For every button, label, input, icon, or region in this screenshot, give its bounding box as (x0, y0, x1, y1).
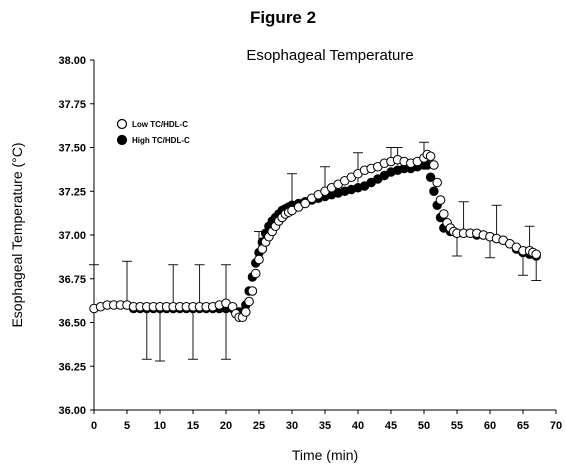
legend-label-high: High TC/HDL-C (132, 136, 190, 145)
x-tick-label: 20 (220, 420, 232, 432)
low-tc-hdl-point (432, 177, 443, 188)
legend-marker-low (116, 118, 128, 130)
y-tick-label: 37.25 (58, 186, 86, 198)
low-tc-hdl-point (531, 249, 542, 260)
x-tick-label: 25 (253, 420, 265, 432)
y-axis-label: Esophageal Temperature (°C) (9, 142, 25, 327)
x-tick-label: 10 (154, 420, 166, 432)
x-tick-label: 30 (286, 420, 298, 432)
y-tick-label: 36.25 (58, 361, 86, 373)
x-tick-label: 40 (352, 420, 364, 432)
y-ticks: 36.00 36.25 36.50 36.75 37.00 37.25 37.50 37.75… (58, 55, 94, 417)
y-tick-label: 36.75 (58, 274, 86, 286)
low-tc-hdl-point (250, 268, 261, 279)
error-bars (89, 141, 542, 362)
low-tc-hdl-point (241, 307, 251, 317)
low-tc-hdl-point (244, 296, 254, 307)
low-tc-hdl-point (300, 198, 311, 209)
x-tick-label: 0 (91, 420, 97, 432)
low-tc-hdl-point (429, 160, 439, 170)
x-tick-label: 70 (550, 420, 562, 432)
low-tc-hdl-point (425, 151, 436, 162)
chart-title: Esophageal Temperature (246, 47, 413, 64)
y-tick-label: 37.75 (58, 99, 86, 111)
y-tick-label: 37.50 (58, 143, 86, 155)
high-tc-hdl-point (429, 186, 439, 196)
legend-label-low: Low TC/HDL-C (132, 120, 188, 129)
legend: Low TC/HDL-C High TC/HDL-C (116, 118, 190, 146)
x-tick-label: 45 (385, 420, 397, 432)
legend-marker-high (116, 134, 128, 146)
figure-label: Figure 2 (249, 8, 317, 27)
low-tc-hdl-point (254, 254, 264, 265)
x-tick-label: 65 (517, 420, 529, 432)
series-low (89, 149, 542, 323)
x-tick-label: 15 (187, 420, 199, 432)
high-tc-hdl-point (425, 172, 436, 182)
y-tick-label: 37.00 (58, 230, 86, 242)
low-tc-hdl-point (439, 209, 449, 219)
y-tick-label: 36.00 (58, 405, 86, 417)
x-ticks: 0 5 10 15 20 25 30 35 40 45 50 55 60 65 70 (91, 410, 562, 432)
low-tc-hdl-point (247, 286, 258, 296)
y-tick-label: 38.00 (58, 55, 86, 67)
x-tick-label: 55 (451, 420, 463, 432)
x-tick-label: 50 (418, 420, 430, 432)
x-tick-label: 5 (124, 420, 130, 432)
x-axis-label: Time (min) (292, 447, 358, 463)
x-tick-label: 60 (484, 420, 496, 432)
x-tick-label: 35 (319, 420, 331, 432)
y-tick-label: 36.50 (58, 318, 86, 330)
low-tc-hdl-point (435, 195, 446, 205)
